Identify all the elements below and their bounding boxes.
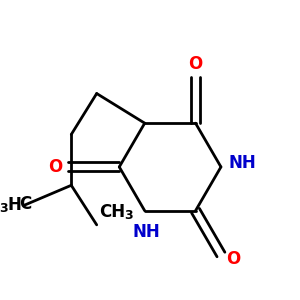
Text: NH: NH	[132, 223, 160, 241]
Text: 3: 3	[0, 202, 8, 215]
Text: O: O	[188, 55, 203, 73]
Text: O: O	[226, 250, 241, 268]
Text: NH: NH	[228, 154, 256, 172]
Text: O: O	[49, 158, 63, 176]
Text: C: C	[20, 195, 32, 213]
Text: H: H	[8, 196, 22, 214]
Text: 3: 3	[124, 209, 133, 222]
Text: CH: CH	[100, 203, 126, 221]
